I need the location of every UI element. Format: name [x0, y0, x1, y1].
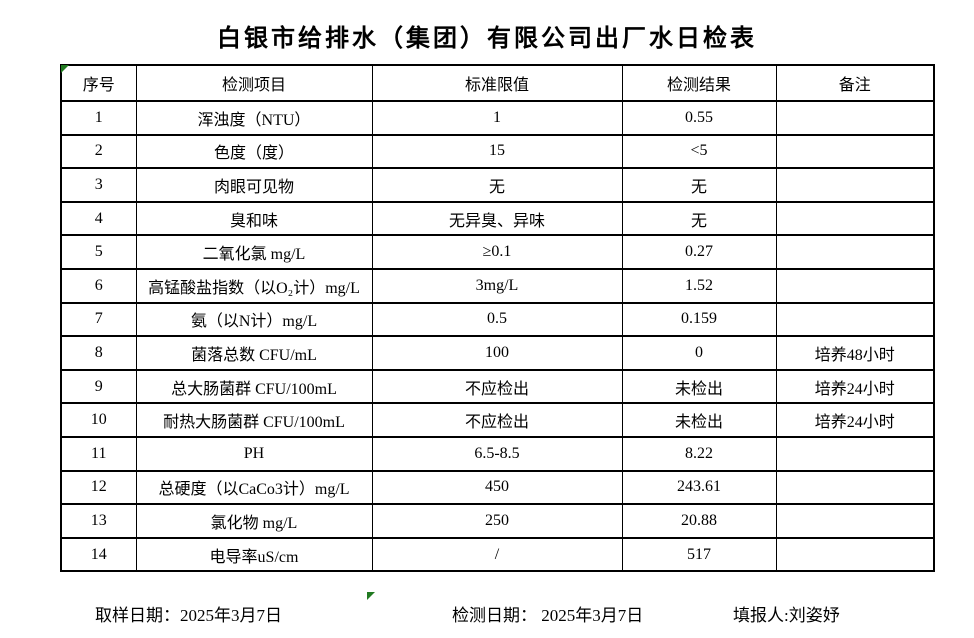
cell-note: [775, 100, 935, 136]
cell-limit: 6.5-8.5: [371, 435, 623, 472]
table-row: 14 电导率uS/cm / 517: [60, 536, 935, 573]
cell-limit: 无异臭、异味: [371, 200, 623, 237]
cell-result: 未检出: [621, 402, 777, 438]
cell-result: 20.88: [621, 503, 777, 539]
cell-no: 2: [60, 133, 137, 170]
cell-note: 培养24小时: [775, 402, 935, 438]
cell-no: 4: [60, 200, 137, 237]
table-row: 3 肉眼可见物 无 无: [60, 167, 935, 203]
cell-limit: 450: [371, 469, 623, 506]
cell-no: 14: [60, 536, 137, 573]
table-row: 8 菌落总数 CFU/mL 100 0 培养48小时: [60, 335, 935, 371]
cell-limit: /: [371, 536, 623, 573]
cell-item: 电导率uS/cm: [135, 536, 373, 573]
cell-item: PH: [135, 435, 373, 472]
cell-no: 6: [60, 267, 137, 304]
table-row: 13 氯化物 mg/L 250 20.88: [60, 503, 935, 539]
cell-no: 3: [60, 167, 137, 203]
cell-result: 0.159: [621, 301, 777, 338]
col-header-item: 检测项目: [135, 64, 373, 102]
cell-result: 8.22: [621, 435, 777, 472]
cell-no: 10: [60, 402, 137, 438]
cell-no: 8: [60, 335, 137, 371]
cell-item: 臭和味: [135, 200, 373, 237]
cell-note: [775, 503, 935, 539]
cell-no: 1: [60, 100, 137, 136]
table-row: 11 PH 6.5-8.5 8.22: [60, 435, 935, 472]
inspection-table: 序号 检测项目 标准限值 检测结果 备注 1 浑浊度（NTU） 1 0.55 2…: [60, 64, 935, 573]
sampling-date: 取样日期：2025年3月7日: [95, 606, 282, 625]
cell-item: 浑浊度（NTU）: [135, 100, 373, 136]
cell-item: 总硬度（以CaCo3计）mg/L: [135, 469, 373, 506]
cell-result: 无: [621, 167, 777, 203]
cell-item: 氯化物 mg/L: [135, 503, 373, 539]
cell-limit: ≥0.1: [371, 234, 623, 270]
cell-note: [775, 536, 935, 573]
cell-note: [775, 469, 935, 506]
cell-note: [775, 167, 935, 203]
cell-item: 总大肠菌群 CFU/100mL: [135, 368, 373, 405]
cell-item: 二氧化氯 mg/L: [135, 234, 373, 270]
table-row: 7 氨（以N计）mg/L 0.5 0.159: [60, 301, 935, 338]
cell-no: 5: [60, 234, 137, 270]
cell-no: 9: [60, 368, 137, 405]
table-row: 2 色度（度） 15 <5: [60, 133, 935, 170]
cell-item: 肉眼可见物: [135, 167, 373, 203]
cell-result: 243.61: [621, 469, 777, 506]
cell-limit: 1: [371, 100, 623, 136]
table-header-row: 序号 检测项目 标准限值 检测结果 备注: [60, 64, 935, 102]
cell-note: 培养24小时: [775, 368, 935, 405]
cell-result: 1.52: [621, 267, 777, 304]
cell-note: [775, 234, 935, 270]
cell-limit: 不应检出: [371, 368, 623, 405]
cell-no: 7: [60, 301, 137, 338]
cell-result: 未检出: [621, 368, 777, 405]
cell-result: <5: [621, 133, 777, 170]
table-row: 4 臭和味 无异臭、异味 无: [60, 200, 935, 237]
cell-no: 11: [60, 435, 137, 472]
cell-item: 菌落总数 CFU/mL: [135, 335, 373, 371]
reporter-name: 填报人:刘姿妤: [733, 606, 840, 625]
table-row: 9 总大肠菌群 CFU/100mL 不应检出 未检出 培养24小时: [60, 368, 935, 405]
cell-limit: 3mg/L: [371, 267, 623, 304]
cell-no: 12: [60, 469, 137, 506]
cell-result: 0: [621, 335, 777, 371]
col-header-note: 备注: [775, 64, 935, 102]
cell-result: 0.27: [621, 234, 777, 270]
cell-note: [775, 267, 935, 304]
excel-bottom-marker-icon: [367, 592, 375, 600]
cell-note: [775, 435, 935, 472]
cell-result: 517: [621, 536, 777, 573]
cell-item: 氨（以N计）mg/L: [135, 301, 373, 338]
cell-result: 无: [621, 200, 777, 237]
cell-note: 培养48小时: [775, 335, 935, 371]
testing-date: 检测日期： 2025年3月7日: [452, 606, 644, 625]
cell-limit: 0.5: [371, 301, 623, 338]
table-row: 6 高锰酸盐指数（以O₂计）mg/L 3mg/L 1.52: [60, 267, 935, 304]
cell-no: 13: [60, 503, 137, 539]
cell-limit: 不应检出: [371, 402, 623, 438]
table-row: 5 二氧化氯 mg/L ≥0.1 0.27: [60, 234, 935, 270]
cell-limit: 无: [371, 167, 623, 203]
excel-corner-marker-icon: [61, 65, 69, 73]
table-row: 10 耐热大肠菌群 CFU/100mL 不应检出 未检出 培养24小时: [60, 402, 935, 438]
cell-item: 耐热大肠菌群 CFU/100mL: [135, 402, 373, 438]
cell-item: 高锰酸盐指数（以O₂计）mg/L: [135, 267, 373, 304]
cell-limit: 15: [371, 133, 623, 170]
col-header-limit: 标准限值: [371, 64, 623, 102]
cell-limit: 250: [371, 503, 623, 539]
cell-result: 0.55: [621, 100, 777, 136]
cell-limit: 100: [371, 335, 623, 371]
cell-item: 色度（度）: [135, 133, 373, 170]
cell-note: [775, 200, 935, 237]
cell-note: [775, 133, 935, 170]
page-title: 白银市给排水（集团）有限公司出厂水日检表: [217, 26, 757, 52]
table-row: 1 浑浊度（NTU） 1 0.55: [60, 100, 935, 136]
col-header-no: 序号: [60, 64, 137, 102]
col-header-result: 检测结果: [621, 64, 777, 102]
footer: 取样日期：2025年3月7日 检测日期： 2025年3月7日 填报人:刘姿妤: [0, 601, 974, 627]
cell-note: [775, 301, 935, 338]
table-row: 12 总硬度（以CaCo3计）mg/L 450 243.61: [60, 469, 935, 506]
